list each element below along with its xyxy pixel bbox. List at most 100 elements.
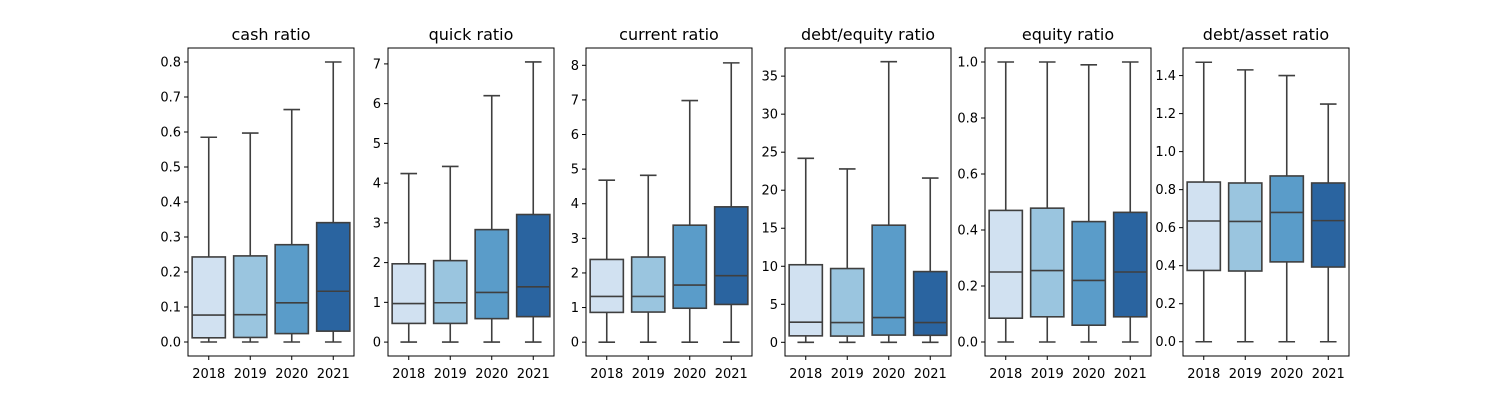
y-tick-label: 0.2 bbox=[160, 266, 181, 281]
panel-title: debt/asset ratio bbox=[1203, 25, 1329, 44]
box-2018 bbox=[988, 61, 1024, 343]
x-tick-label: 2020 bbox=[872, 367, 905, 382]
x-tick-label: 2018 bbox=[789, 367, 822, 382]
y-tick-label: 10 bbox=[761, 260, 778, 275]
y-tick-label: 35 bbox=[761, 70, 778, 85]
x-tick-label: 2018 bbox=[192, 367, 225, 382]
box-2018 bbox=[1186, 61, 1222, 343]
y-tick-label: 1 bbox=[571, 301, 579, 316]
box-2021 bbox=[515, 61, 551, 343]
box-2021 bbox=[315, 61, 351, 343]
panel-4: equity ratio 0.0 0.2 0.4 0.6 0.8 1.0 2018 2019 20… bbox=[957, 25, 1152, 382]
y-tick-label: 0.6 bbox=[1155, 221, 1176, 236]
x-tick-label: 2019 bbox=[434, 367, 467, 382]
y-tick-label: 0.6 bbox=[957, 168, 978, 183]
panel-3: debt/equity ratio 0 5 10 15 20 25 30 35 2018 2019 2… bbox=[761, 25, 952, 382]
box-2018 bbox=[191, 136, 227, 343]
x-tick-label: 2021 bbox=[715, 367, 748, 382]
axes-frame bbox=[187, 47, 355, 357]
y-tick-label: 0.7 bbox=[160, 91, 181, 106]
box-2018 bbox=[391, 172, 427, 343]
y-tick-label: 6 bbox=[571, 128, 579, 143]
y-tick-label: 0.5 bbox=[160, 161, 181, 176]
axes-frame bbox=[784, 47, 952, 357]
box-2021 bbox=[1310, 103, 1346, 343]
box-2019 bbox=[232, 132, 268, 343]
iqr-box bbox=[988, 209, 1024, 319]
y-tick-label: 0.4 bbox=[160, 196, 181, 211]
x-tick-label: 2018 bbox=[392, 367, 425, 382]
x-tick-label: 2020 bbox=[475, 367, 508, 382]
x-tick-label: 2018 bbox=[989, 367, 1022, 382]
iqr-box bbox=[1269, 175, 1305, 263]
y-tick-label: 30 bbox=[761, 108, 778, 123]
axes-frame bbox=[1182, 47, 1350, 357]
box-2019 bbox=[432, 165, 468, 343]
x-tick-label: 2020 bbox=[673, 367, 706, 382]
y-tick-label: 25 bbox=[761, 146, 778, 161]
iqr-box bbox=[672, 224, 708, 310]
iqr-box bbox=[515, 213, 551, 318]
iqr-box bbox=[630, 256, 666, 313]
y-tick-label: 2 bbox=[373, 256, 381, 271]
y-tick-label: 1.0 bbox=[1155, 145, 1176, 160]
x-tick-label: 2020 bbox=[1270, 367, 1303, 382]
x-tick-label: 2019 bbox=[234, 367, 267, 382]
y-tick-label: 0.3 bbox=[160, 231, 181, 246]
x-tick-label: 2019 bbox=[1229, 367, 1262, 382]
iqr-box bbox=[1071, 220, 1107, 327]
box-2019 bbox=[1029, 61, 1065, 343]
box-2018 bbox=[788, 157, 824, 344]
box-2020 bbox=[1269, 74, 1305, 343]
iqr-box bbox=[232, 255, 268, 339]
y-tick-label: 5 bbox=[770, 298, 778, 313]
panel-0: cash ratio 0.0 0.1 0.2 0.3 0.4 0.5 0.6 0.7 0.8 201… bbox=[160, 25, 355, 382]
panel-title: current ratio bbox=[619, 25, 719, 44]
y-tick-label: 0.8 bbox=[160, 56, 181, 71]
iqr-box bbox=[1029, 207, 1065, 318]
box-2019 bbox=[1227, 69, 1263, 343]
iqr-box bbox=[191, 256, 227, 339]
y-tick-label: 0.4 bbox=[1155, 259, 1176, 274]
x-tick-label: 2020 bbox=[1072, 367, 1105, 382]
y-tick-label: 1.0 bbox=[957, 56, 978, 71]
panel-title: quick ratio bbox=[429, 25, 514, 44]
x-tick-label: 2019 bbox=[1031, 367, 1064, 382]
box-2021 bbox=[713, 62, 749, 343]
iqr-box bbox=[912, 270, 948, 337]
axes-frame bbox=[387, 47, 555, 357]
y-tick-label: 0.6 bbox=[160, 126, 181, 141]
x-tick-label: 2019 bbox=[831, 367, 864, 382]
iqr-box bbox=[589, 258, 625, 314]
iqr-box bbox=[315, 221, 351, 332]
x-tick-label: 2019 bbox=[632, 367, 665, 382]
x-tick-label: 2021 bbox=[1114, 367, 1147, 382]
iqr-box bbox=[1186, 181, 1222, 272]
y-tick-label: 0.2 bbox=[1155, 297, 1176, 312]
y-tick-label: 1.4 bbox=[1155, 69, 1176, 84]
y-tick-label: 0.8 bbox=[957, 112, 978, 127]
box-2018 bbox=[589, 179, 625, 343]
box-2020 bbox=[274, 108, 310, 343]
panel-1: quick ratio 0 1 2 3 4 5 6 7 2018 2019 2020 2021 bbox=[373, 25, 555, 382]
axes-frame bbox=[585, 47, 753, 357]
x-tick-label: 2020 bbox=[275, 367, 308, 382]
y-tick-label: 0.4 bbox=[957, 224, 978, 239]
y-tick-label: 2 bbox=[571, 266, 579, 281]
y-tick-label: 3 bbox=[373, 216, 381, 231]
box-2020 bbox=[474, 94, 510, 343]
y-tick-label: 1 bbox=[373, 296, 381, 311]
y-tick-label: 0.0 bbox=[160, 336, 181, 351]
iqr-box bbox=[713, 206, 749, 306]
x-tick-label: 2021 bbox=[914, 367, 947, 382]
iqr-box bbox=[1227, 182, 1263, 272]
box-2019 bbox=[829, 168, 865, 344]
iqr-box bbox=[1112, 211, 1148, 318]
y-tick-label: 0.8 bbox=[1155, 183, 1176, 198]
x-tick-label: 2021 bbox=[317, 367, 350, 382]
box-2021 bbox=[1112, 61, 1148, 343]
panel-title: cash ratio bbox=[231, 25, 310, 44]
y-tick-label: 4 bbox=[373, 177, 381, 192]
y-tick-label: 1.2 bbox=[1155, 107, 1176, 122]
